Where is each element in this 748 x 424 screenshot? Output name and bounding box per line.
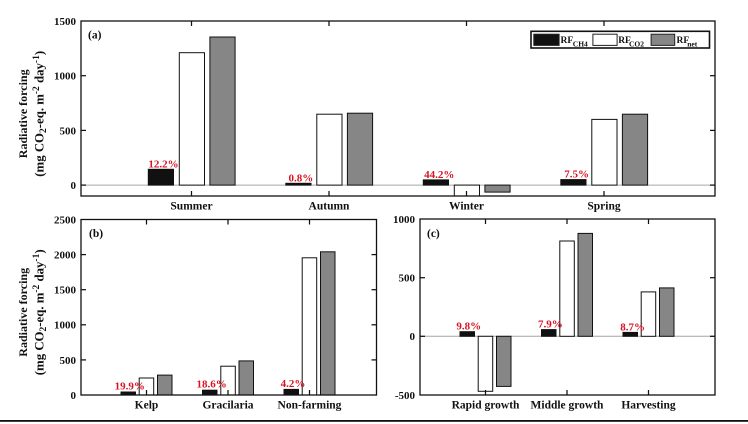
svg-text:2500: 2500 bbox=[54, 214, 77, 226]
svg-text:7.5%: 7.5% bbox=[564, 169, 589, 181]
svg-text:Autumn: Autumn bbox=[309, 201, 351, 213]
svg-text:500: 500 bbox=[60, 125, 77, 137]
svg-text:1500: 1500 bbox=[54, 285, 77, 297]
svg-text:Summer: Summer bbox=[170, 201, 212, 213]
svg-text:Rapid growth: Rapid growth bbox=[452, 400, 520, 412]
svg-text:1500: 1500 bbox=[54, 16, 77, 28]
svg-text:(a): (a) bbox=[88, 30, 102, 42]
svg-text:4.2%: 4.2% bbox=[281, 378, 306, 390]
svg-text:12.2%: 12.2% bbox=[148, 158, 178, 170]
svg-text:8.7%: 8.7% bbox=[620, 321, 645, 333]
svg-text:18.6%: 18.6% bbox=[196, 379, 226, 391]
svg-text:CH4: CH4 bbox=[573, 40, 588, 49]
svg-text:Radiative forcing: Radiative forcing bbox=[16, 268, 30, 357]
svg-text:CO2: CO2 bbox=[629, 40, 644, 49]
svg-text:0: 0 bbox=[71, 180, 77, 192]
svg-text:Spring: Spring bbox=[587, 201, 620, 213]
svg-text:9.8%: 9.8% bbox=[456, 321, 481, 333]
svg-text:Radiative forcing: Radiative forcing bbox=[16, 69, 30, 158]
svg-text:RF: RF bbox=[677, 36, 690, 46]
svg-text:500: 500 bbox=[399, 273, 416, 285]
svg-text:(mg CO2-eq. m-2 day-1): (mg CO2-eq. m-2 day-1) bbox=[32, 51, 49, 177]
svg-text:Non-farming: Non-farming bbox=[278, 400, 342, 412]
svg-text:Gracilaria: Gracilaria bbox=[202, 400, 253, 412]
svg-text:RF: RF bbox=[618, 36, 631, 46]
svg-text:RF: RF bbox=[561, 36, 574, 46]
svg-text:7.9%: 7.9% bbox=[538, 319, 563, 331]
svg-text:-500: -500 bbox=[395, 390, 416, 402]
svg-text:500: 500 bbox=[60, 355, 77, 367]
svg-text:1000: 1000 bbox=[393, 214, 416, 226]
svg-text:Winter: Winter bbox=[449, 201, 484, 213]
svg-text:(c): (c) bbox=[427, 228, 440, 240]
svg-text:(mg CO2-eq. m-2 day-1): (mg CO2-eq. m-2 day-1) bbox=[32, 249, 49, 375]
svg-text:1000: 1000 bbox=[54, 71, 77, 83]
svg-text:Middle growth: Middle growth bbox=[531, 400, 605, 412]
svg-text:19.9%: 19.9% bbox=[115, 381, 145, 393]
svg-text:2000: 2000 bbox=[54, 250, 77, 262]
svg-text:0: 0 bbox=[71, 390, 77, 402]
svg-text:0.8%: 0.8% bbox=[289, 173, 314, 185]
svg-text:44.2%: 44.2% bbox=[424, 169, 454, 181]
svg-text:Harvesting: Harvesting bbox=[621, 400, 676, 412]
svg-text:net: net bbox=[687, 40, 698, 49]
svg-text:0: 0 bbox=[410, 331, 416, 343]
svg-text:Kelp: Kelp bbox=[135, 400, 159, 412]
svg-text:1000: 1000 bbox=[54, 320, 77, 332]
svg-text:(b): (b) bbox=[89, 228, 103, 240]
